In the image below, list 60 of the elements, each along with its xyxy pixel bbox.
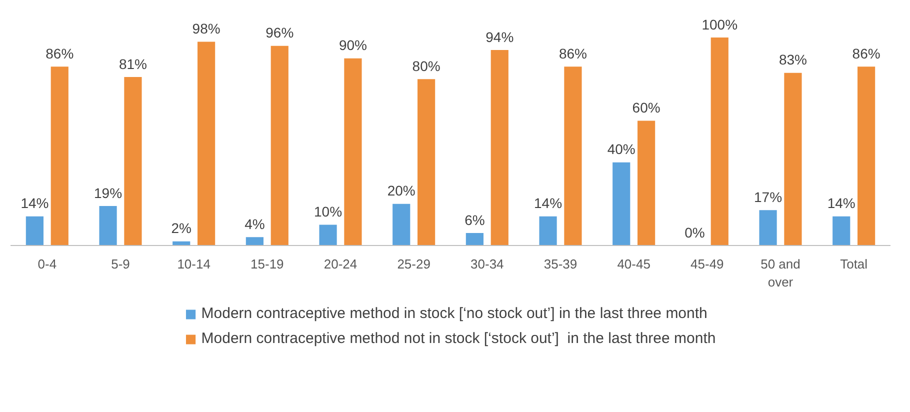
data-label: 98%	[192, 20, 220, 36]
data-label: 2%	[171, 220, 192, 236]
data-label: 14%	[20, 195, 49, 212]
bar	[638, 120, 656, 246]
bar	[198, 42, 216, 246]
x-tick-label: 45-49	[690, 256, 724, 272]
legend-label: Modern contraceptive method not in stock [‘stock out’] in the last three month	[201, 330, 716, 347]
x-tick-label: 30-34	[470, 256, 504, 272]
x-tick-label: 0-4	[38, 256, 57, 272]
x-tick-label: 5-9	[111, 256, 130, 272]
x-tick-label: 15-19	[250, 256, 284, 272]
data-label: 94%	[486, 28, 514, 45]
bar	[99, 206, 117, 246]
data-label: 14%	[534, 195, 562, 212]
data-label: 4%	[244, 216, 265, 232]
x-tick-label: 20-24	[324, 256, 358, 272]
data-label: 14%	[827, 195, 856, 212]
data-label: 17%	[754, 188, 782, 205]
bar	[246, 237, 264, 246]
x-tick-label: 10-14	[177, 256, 210, 272]
data-label: 81%	[118, 56, 147, 72]
bar	[858, 66, 876, 246]
data-label: 10%	[314, 204, 342, 220]
bar	[50, 66, 68, 246]
bar	[710, 38, 728, 246]
data-label: 90%	[338, 37, 367, 54]
data-label: 40%	[607, 141, 636, 158]
x-tick-label: 25-29	[397, 256, 430, 272]
x-tick-label: Total	[840, 256, 868, 272]
bar	[418, 79, 436, 246]
x-tick-label: 35-39	[544, 256, 578, 272]
data-label: 19%	[94, 184, 122, 201]
bar	[344, 58, 362, 246]
data-label: 60%	[632, 100, 660, 116]
data-label: 83%	[778, 52, 807, 68]
data-label: 80%	[412, 58, 440, 74]
bar	[490, 50, 508, 246]
bar	[124, 77, 142, 246]
bar	[392, 204, 410, 246]
bar	[832, 216, 850, 246]
bar	[564, 66, 582, 246]
data-label: 86%	[852, 45, 880, 62]
bar	[539, 216, 557, 246]
data-label: 86%	[558, 45, 587, 62]
bar	[319, 224, 337, 246]
x-tick-label: 50 and over	[760, 256, 800, 290]
bar	[270, 46, 288, 246]
data-label: 6%	[464, 212, 485, 228]
data-label: 100%	[702, 16, 738, 32]
data-label: 86%	[46, 45, 74, 62]
data-label: 96%	[266, 24, 294, 41]
bar	[612, 162, 630, 246]
bar	[26, 216, 44, 246]
bar	[759, 210, 777, 246]
legend-label: Modern contraceptive method in stock [‘no stock out’] in the last three month	[201, 305, 708, 322]
bar	[466, 233, 484, 246]
data-label: 0%	[684, 224, 705, 240]
x-tick-label: 40-45	[617, 256, 650, 272]
data-label: 20%	[387, 182, 416, 199]
bar	[784, 72, 802, 246]
